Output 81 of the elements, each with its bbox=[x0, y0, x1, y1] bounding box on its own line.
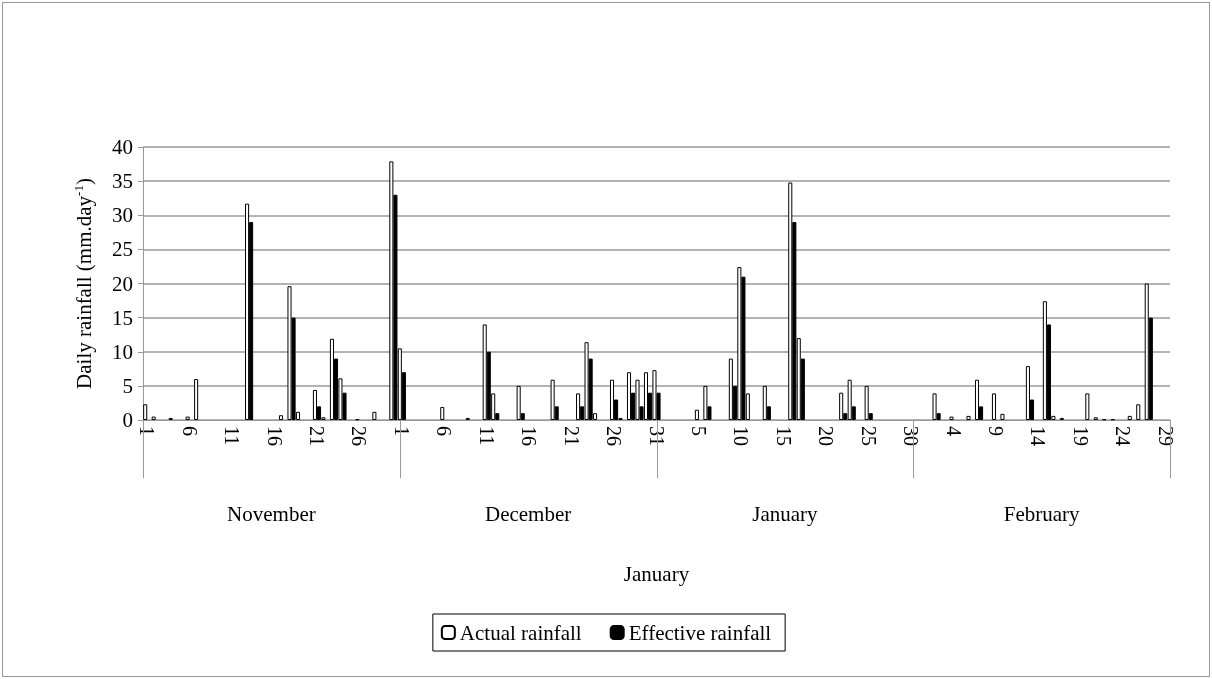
x-tick-label: 20 bbox=[815, 426, 838, 446]
x-tick-label: 21 bbox=[306, 426, 328, 446]
bar bbox=[1085, 393, 1090, 420]
bar bbox=[576, 393, 581, 420]
bar bbox=[847, 379, 852, 420]
x-tick-label: 16 bbox=[518, 426, 541, 446]
bar bbox=[694, 409, 699, 420]
x-tick-label: 6 bbox=[178, 426, 201, 436]
bar bbox=[372, 411, 377, 420]
bar bbox=[516, 385, 521, 420]
bar bbox=[1127, 415, 1132, 420]
x-tick-label: 11 bbox=[221, 426, 244, 446]
y-tick-label: 0 bbox=[122, 408, 133, 432]
bar bbox=[974, 379, 980, 420]
bar bbox=[1025, 366, 1030, 420]
bar bbox=[482, 324, 487, 420]
text: January bbox=[623, 562, 690, 587]
x-tick-label: 21 bbox=[560, 426, 583, 446]
bar bbox=[1042, 301, 1047, 420]
x-tick-label: 4 bbox=[942, 426, 965, 436]
bar bbox=[194, 379, 199, 420]
bar bbox=[1136, 404, 1141, 420]
text: December bbox=[484, 502, 572, 527]
bar bbox=[626, 372, 632, 420]
bar bbox=[737, 267, 742, 420]
y-tick-label: 10 bbox=[112, 339, 133, 364]
y-tick-label: 20 bbox=[112, 271, 133, 296]
y-tick-label: 40 bbox=[112, 135, 133, 159]
bar bbox=[550, 379, 555, 420]
bar bbox=[1144, 283, 1149, 420]
bar bbox=[245, 203, 250, 420]
x-tick-label: 16 bbox=[263, 426, 286, 446]
bar bbox=[1000, 413, 1005, 420]
y-tick-label: 15 bbox=[112, 305, 133, 330]
x-tick-label: 26 bbox=[348, 426, 371, 446]
y-tick-label: 30 bbox=[112, 203, 133, 228]
text: February bbox=[1003, 502, 1080, 527]
bar bbox=[652, 370, 657, 420]
x-tick-label: 24 bbox=[1112, 426, 1135, 446]
x-tick-label: 26 bbox=[603, 426, 626, 446]
bar bbox=[966, 415, 971, 420]
x-tick-label: 19 bbox=[1069, 426, 1092, 446]
bar bbox=[762, 385, 767, 420]
text: November bbox=[227, 502, 316, 527]
bar bbox=[440, 407, 445, 420]
bar bbox=[839, 392, 844, 420]
bar bbox=[932, 393, 937, 420]
bar bbox=[728, 358, 733, 420]
x-tick-label: 1 bbox=[390, 426, 413, 436]
x-tick-label: 14 bbox=[1027, 426, 1050, 446]
x-tick-label: 11 bbox=[475, 426, 498, 446]
bar bbox=[864, 385, 869, 420]
x-tick-label: 25 bbox=[857, 426, 880, 446]
legend-label: Effective rainfall bbox=[628, 620, 772, 645]
y-tick-label: 35 bbox=[112, 169, 133, 194]
bar bbox=[703, 385, 708, 420]
bar bbox=[643, 372, 649, 420]
bar bbox=[991, 393, 996, 420]
x-tick-label: 6 bbox=[433, 426, 456, 436]
legend-label: Actual rainfall bbox=[459, 620, 582, 645]
bar bbox=[312, 389, 317, 420]
bar bbox=[584, 342, 589, 420]
bar bbox=[609, 379, 615, 420]
bar bbox=[949, 416, 954, 420]
bar bbox=[635, 379, 640, 420]
y-tick-label: 25 bbox=[112, 237, 133, 262]
bar bbox=[788, 182, 793, 420]
x-tick-label: 5 bbox=[687, 426, 710, 436]
x-tick-label: 10 bbox=[730, 426, 753, 446]
bar bbox=[151, 416, 156, 420]
bar bbox=[389, 161, 394, 420]
bar bbox=[143, 404, 148, 420]
text: January bbox=[752, 502, 818, 527]
x-tick-label: 1 bbox=[136, 426, 159, 436]
x-tick-label: 15 bbox=[772, 426, 795, 446]
bar bbox=[185, 416, 190, 420]
x-tick-label: 9 bbox=[985, 426, 1007, 436]
bar bbox=[278, 415, 284, 420]
bar bbox=[329, 338, 334, 420]
bar bbox=[287, 286, 292, 420]
y-tick-label: 5 bbox=[122, 373, 133, 398]
